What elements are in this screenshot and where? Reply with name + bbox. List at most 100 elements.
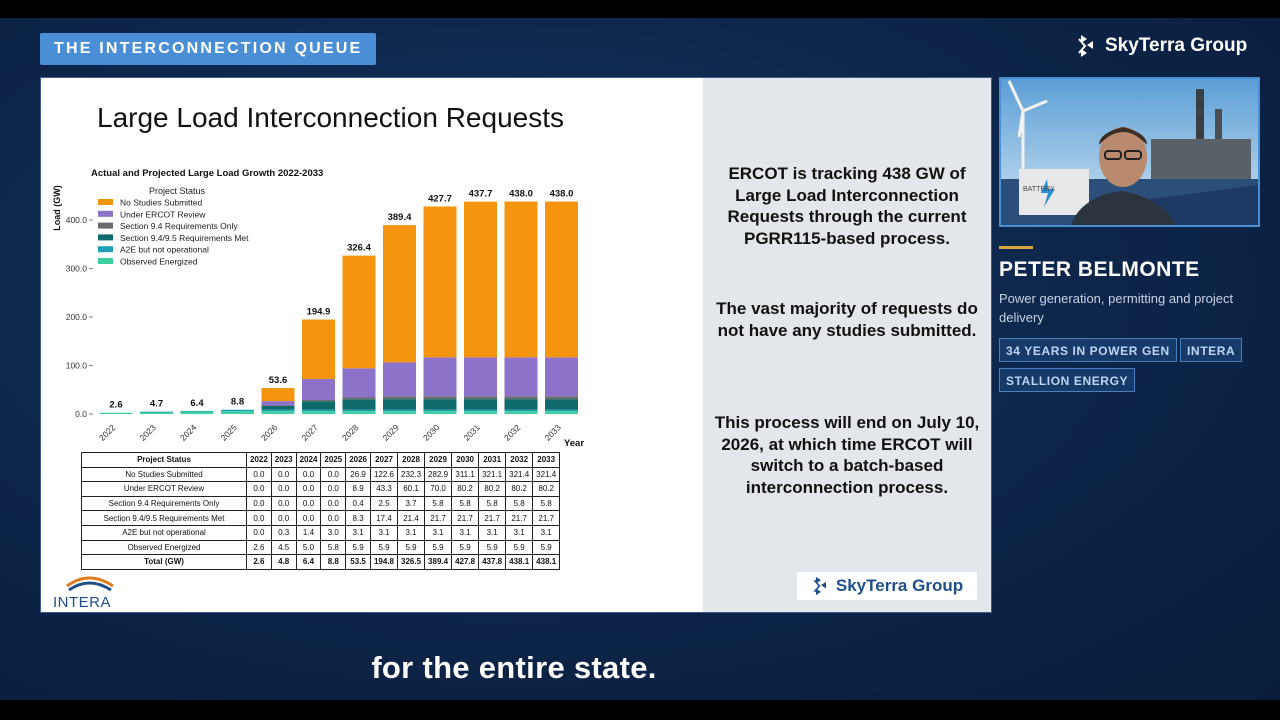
chart-bar-total-label: 389.4 (388, 212, 412, 223)
table-cell: 60.1 (397, 481, 426, 497)
table-cell: 3.1 (424, 524, 453, 541)
chart-bar-segment (545, 399, 578, 410)
chart-bar-segment (504, 411, 538, 414)
slide-brand-logo: SkyTerra Group (797, 572, 977, 600)
chart-legend-swatch (98, 199, 113, 205)
table-cell: 0.4 (345, 495, 371, 512)
chart-bar-segment (342, 399, 376, 410)
table-cell: 80.2 (451, 481, 480, 497)
chart-x-tick-label: 2028 (340, 422, 361, 443)
chart-bar-segment (221, 411, 254, 414)
table-cell: 3.1 (505, 524, 534, 541)
table-row: Under ERCOT Review 0.0 0.0 0.0 0.0 8.9 43.3 60.… (81, 481, 561, 497)
chart-bar-segment (464, 201, 497, 358)
chart-legend-item: Section 9.4/9.5 Requirements Met (120, 233, 249, 243)
power-plant-icon (1151, 89, 1251, 179)
table-cell: 0.0 (246, 510, 272, 526)
table-cell: 194.8 (369, 554, 399, 570)
table-cell: 5.8 (505, 495, 534, 512)
table-cell: 5.9 (424, 539, 453, 556)
table-cell: 321.4 (505, 466, 534, 483)
stacked-bar-chart: Actual and Projected Large Load Growth 2… (52, 168, 584, 448)
table-cell: 438.1 (505, 554, 534, 570)
chart-legend-title: Project Status (149, 186, 206, 196)
table-cell: 0.0 (295, 466, 322, 483)
table-cell: 5.9 (532, 539, 561, 556)
table-cell: Section 9.4 Requirements Only (81, 495, 247, 512)
chart-bar-segment (302, 399, 335, 402)
chart-legend-item: Observed Energized (120, 257, 198, 267)
table-cell: 326.5 (397, 554, 426, 570)
table-cell: 0.0 (295, 481, 322, 497)
table-cell: 21.7 (424, 510, 453, 526)
chart-bar-segment (302, 378, 335, 400)
chart-x-tick-label: 2031 (461, 422, 482, 443)
table-cell: 1.4 (295, 524, 322, 541)
slide-brand-name: SkyTerra Group (835, 576, 964, 595)
intera-logo-icon (66, 576, 114, 592)
table-cell: 232.3 (397, 466, 426, 483)
table-cell: 80.2 (505, 481, 534, 497)
table-cell: 2.6 (246, 539, 272, 556)
table-cell: 21.7 (451, 510, 480, 526)
table-row: Section 9.4 Requirements Only 0.0 0.0 0.0 0.… (81, 495, 561, 512)
table-header-cell: 2027 (369, 452, 399, 468)
table-cell: 0.0 (270, 466, 297, 483)
chart-bar-total-label: 427.7 (428, 193, 452, 204)
chart-x-tick-label: 2026 (259, 422, 280, 443)
chart-x-tick-label: 2023 (137, 422, 158, 443)
chart-x-tick-label: 2027 (299, 422, 320, 443)
chart-bar-segment (342, 368, 376, 398)
table-cell: 5.8 (451, 495, 480, 512)
table-cell: 3.7 (397, 495, 426, 512)
slide-text-process-end: This process will end on July 10, 2026, … (714, 413, 980, 497)
table-header-cell: 2033 (532, 452, 561, 468)
brand-logo-top: SkyTerra Group (1075, 33, 1247, 59)
solar-panel-icon (1141, 185, 1258, 225)
table-header-cell: 2025 (320, 452, 347, 468)
chart-bar-segment (180, 410, 214, 412)
table-cell: 3.1 (451, 524, 480, 541)
chart-bar-segment (140, 411, 173, 413)
table-cell: 17.4 (369, 510, 399, 526)
chart-legend-item: Under ERCOT Review (120, 209, 206, 219)
table-cell: 437.8 (478, 554, 507, 570)
table-cell: 5.8 (424, 495, 453, 512)
chart-bar-segment (545, 411, 578, 414)
table-cell: 21.4 (397, 510, 426, 526)
table-cell: 5.9 (369, 539, 399, 556)
table-cell: 282.9 (424, 466, 453, 483)
slide-text-ercot-tracking: ERCOT is tracking 438 GW of Large Load I… (727, 164, 967, 248)
table-cell: 3.1 (345, 524, 371, 541)
accent-line (999, 246, 1033, 249)
chart-legend-swatch (98, 234, 113, 241)
chart-x-tick-label: 2033 (542, 422, 563, 443)
table-cell: 2.5 (369, 495, 399, 512)
chart-bar-segment (504, 396, 538, 400)
slide-right-panel: ERCOT is tracking 438 GW of Large Load I… (703, 78, 991, 612)
table-header-cell: 2023 (270, 452, 297, 468)
chart-bar-segment (180, 411, 214, 414)
table-cell: 3.0 (320, 524, 347, 541)
table-cell: Observed Energized (81, 539, 247, 556)
table-cell: 389.4 (424, 554, 453, 570)
table-header-cell: 2029 (424, 452, 453, 468)
table-cell: 0.0 (320, 481, 347, 497)
table-cell: 5.8 (478, 495, 507, 512)
chart-bar-total-label: 438.0 (550, 188, 574, 199)
table-header-cell: 2031 (478, 452, 507, 468)
table-cell: 21.7 (532, 510, 561, 526)
table-cell: Under ERCOT Review (81, 481, 247, 497)
table-header-cell: 2030 (451, 452, 480, 468)
chart-bar-segment (545, 396, 578, 400)
table-cell: 0.0 (246, 466, 272, 483)
table-cell: 5.8 (532, 495, 561, 512)
chart-bar-segment (423, 357, 457, 397)
chart-bar-segment (504, 399, 538, 410)
chart-bar-segment (383, 409, 416, 412)
chart-bar-segment (545, 357, 578, 397)
chart-bar-segment (504, 409, 538, 412)
chart-bar-segment (302, 319, 335, 379)
table-cell: 3.1 (478, 524, 507, 541)
chart-bar-segment (99, 412, 133, 414)
